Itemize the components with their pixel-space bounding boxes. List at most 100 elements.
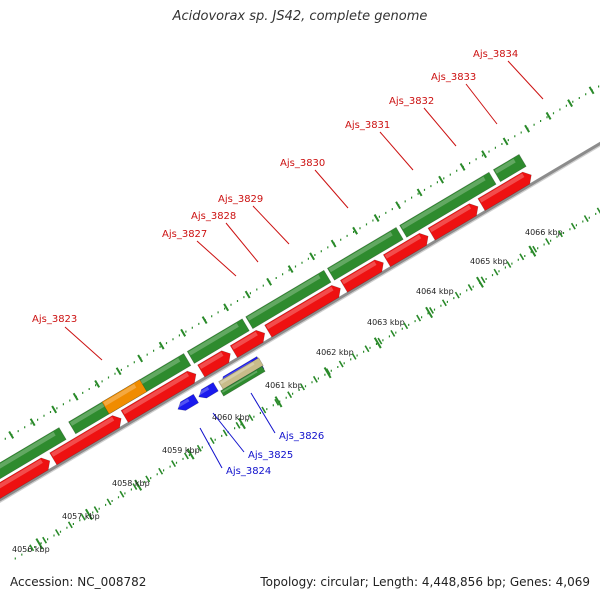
kbp-tick-label: 4066 kbp — [525, 228, 563, 237]
cds-green-feature-shape — [0, 427, 67, 504]
cds-green-feature-shape — [245, 269, 332, 330]
gene-label-leader — [212, 412, 245, 453]
kbp-tick-label: 4059 kbp — [162, 446, 200, 455]
cds-green-feature-highlight — [328, 231, 393, 273]
cds-plus-strand-highlight — [429, 205, 472, 233]
cds-plus-strand — [197, 350, 231, 378]
cds-plus-strand-highlight — [341, 261, 377, 285]
cds-green-feature — [326, 226, 404, 281]
gene-label-ajs_3825: Ajs_3825 — [248, 450, 293, 461]
gene-label-leader — [314, 169, 349, 209]
inner-dotted-track — [14, 212, 597, 560]
kbp-tick-label: 4061 kbp — [265, 381, 303, 390]
cds-green-feature-highlight — [247, 274, 321, 321]
genome-summary-text: Topology: circular; Length: 4,448,856 bp… — [260, 575, 590, 589]
cds-plus-strand-shape — [229, 329, 266, 359]
kbp-tick-label: 4062 kbp — [316, 348, 354, 357]
kbp-tick — [274, 396, 283, 408]
map-title: Acidovorax sp. JS42, complete genome — [172, 9, 428, 24]
cds-minus-strand-highlight — [197, 386, 210, 396]
gene-label-leader — [250, 392, 276, 434]
gene-label-leader — [199, 427, 223, 469]
cds-plus-strand-highlight — [51, 416, 115, 457]
cds-plus-strand-shape — [427, 203, 479, 241]
cds-plus-strand-highlight — [198, 352, 224, 369]
kbp-tick-label: 4056 kbp — [12, 545, 50, 554]
rna-feature-shape — [101, 379, 148, 415]
gene-label-leader — [252, 205, 290, 245]
cds-green-feature-highlight — [188, 323, 239, 356]
cds-green-feature — [220, 365, 266, 397]
outer-tick-marks — [8, 86, 595, 439]
kbp-tick-label: 4058 kbp — [112, 479, 150, 488]
gene-label-leader — [465, 83, 498, 125]
gene-label-ajs_3826: Ajs_3826 — [279, 431, 324, 442]
kbp-tick — [323, 367, 332, 379]
cds-green-feature-shape — [326, 226, 404, 281]
cds-minus-strand-shape — [177, 393, 199, 411]
cds-plus-strand-shape — [477, 171, 532, 212]
gene-label-ajs_3831: Ajs_3831 — [345, 120, 390, 131]
cds-plus-strand — [49, 415, 122, 466]
kbp-tick — [238, 417, 246, 430]
cds-plus-strand-highlight — [384, 234, 422, 259]
cds-plus-strand-highlight — [266, 286, 334, 330]
cds-plus-strand-shape — [0, 457, 51, 519]
cds-green-feature-shape — [186, 318, 250, 364]
cds-plus-strand — [339, 259, 384, 293]
cds-green-feature-shape — [220, 365, 266, 397]
cds-green-feature-highlight — [0, 431, 56, 496]
kbp-tick — [425, 306, 433, 319]
cds-plus-strand-highlight — [122, 372, 190, 415]
kbp-tick-label: 4065 kbp — [470, 257, 508, 266]
gene-label-leader — [507, 60, 544, 100]
cds-green-feature-highlight — [221, 370, 258, 393]
kbp-tick-label: 4060 kbp — [212, 413, 250, 422]
kbp-tick-label: 4063 kbp — [367, 318, 405, 327]
gene-label-ajs_3829: Ajs_3829 — [218, 194, 263, 205]
cds-green-feature-shape — [492, 153, 527, 183]
cds-plus-strand — [0, 457, 51, 519]
cds-plus-strand — [264, 285, 341, 338]
gene-label-ajs_3834: Ajs_3834 — [473, 49, 518, 60]
gene-label-leader — [225, 222, 259, 263]
gene-label-leader — [64, 326, 103, 361]
cds-plus-strand-shape — [382, 232, 429, 268]
kbp-tick — [35, 538, 44, 550]
kbp-tick — [134, 479, 143, 491]
kbp-tick — [186, 448, 195, 460]
cds-green-feature — [0, 427, 67, 504]
cds-plus-strand-shape — [197, 350, 231, 378]
cds-plus-strand — [229, 329, 266, 359]
kbp-tick — [476, 276, 484, 288]
kbp-tick — [85, 508, 93, 521]
cds-plus-strand-shape — [120, 370, 197, 423]
gene-label-ajs_3827: Ajs_3827 — [162, 229, 207, 240]
cds-plus-strand-highlight — [479, 173, 525, 203]
rna-feature — [101, 379, 148, 415]
gene-label-ajs_3824: Ajs_3824 — [226, 466, 271, 477]
cds-plus-strand-shape — [264, 285, 341, 338]
rna-feature-highlight — [103, 384, 137, 406]
cds-green-feature-highlight — [400, 176, 486, 230]
kbp-tick — [373, 337, 382, 349]
kbp-tick-label: 4057 kbp — [62, 512, 100, 521]
kbp-tick — [528, 245, 537, 257]
cds-plus-strand-shape — [339, 259, 384, 293]
cds-plus-strand — [477, 171, 532, 212]
other-feature-highlight — [219, 362, 255, 385]
genome-backbone — [0, 141, 600, 502]
cds-green-feature — [186, 318, 250, 364]
cds-plus-strand-shape — [49, 415, 122, 466]
kbp-tick-label: 4064 kbp — [416, 287, 454, 296]
gene-label-ajs_3828: Ajs_3828 — [191, 211, 236, 222]
outer-dotted-track — [4, 85, 600, 440]
cds-green-feature — [245, 269, 332, 330]
gene-label-leader — [379, 131, 414, 171]
gene-label-ajs_3830: Ajs_3830 — [280, 158, 325, 169]
cds-plus-strand — [427, 203, 479, 241]
cds-minus-strand — [176, 393, 199, 411]
gene-label-ajs_3832: Ajs_3832 — [389, 96, 434, 107]
cds-plus-strand — [382, 232, 429, 268]
